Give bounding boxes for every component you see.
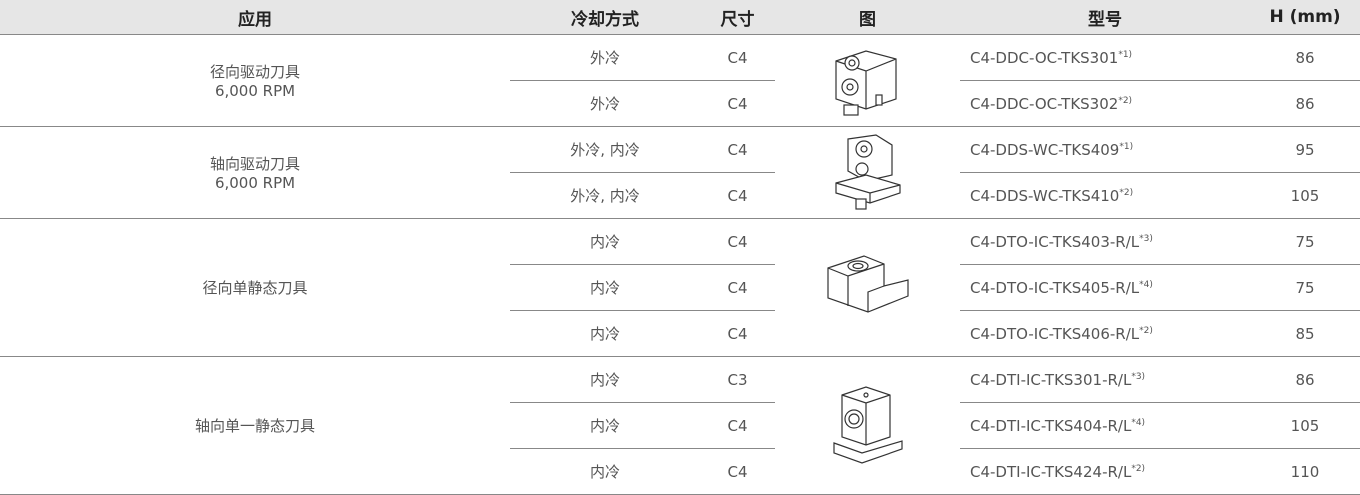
tool-image	[834, 49, 897, 116]
application-text: 径向驱动刀具	[209, 63, 300, 81]
model-note: *1)	[1118, 49, 1133, 60]
application-cell: 轴向驱动刀具 6,000 RPM	[0, 126, 510, 219]
header-row: 应用 冷却方式 尺寸图型号 H (mm)	[0, 0, 1360, 35]
height-cell: 86	[1250, 34, 1360, 81]
table-body: 径向驱动刀具 6,000 RPM 外冷 C4 C4-DDC-OC-TKS301*1) 8…	[0, 34, 1360, 495]
cooling-cell: 外冷, 内冷	[510, 172, 700, 219]
cooling-cell: 内冷	[510, 310, 700, 357]
size-cell: C4	[700, 80, 775, 127]
image-cell	[775, 356, 960, 495]
model-cell: C4-DTI-IC-TKS404-R/L*4)	[960, 402, 1250, 449]
size-cell: C4	[700, 218, 775, 265]
tool-image	[826, 254, 909, 313]
table-row: 轴向单一静态刀具 内冷 C3 C4-DTI-IC-TKS301-R/L*3) 86	[0, 356, 1360, 495]
model-cell: C4-DTO-IC-TKS406-R/L*2)	[960, 310, 1250, 357]
model-text: C4-DTO-IC-TKS406-R/L	[970, 324, 1140, 343]
cooling-cell: 外冷	[510, 80, 700, 127]
application-text: 6,000 RPM	[214, 82, 296, 100]
model-note: *2)	[1131, 463, 1146, 474]
application-text: 轴向单一静态刀具	[194, 417, 315, 435]
model-cell: C4-DDC-OC-TKS301*1)	[960, 34, 1250, 81]
size-cell: C4	[700, 172, 775, 219]
height-cell: 110	[1250, 448, 1360, 495]
column-header: 尺寸	[700, 0, 775, 35]
model-cell: C4-DTI-IC-TKS301-R/L*3)	[960, 356, 1250, 403]
model-note: *2)	[1139, 325, 1153, 336]
cooling-cell: 内冷	[510, 218, 700, 265]
model-note: *4)	[1139, 279, 1153, 290]
application-text: 6,000 RPM	[214, 174, 296, 192]
table-row: 内冷 C4 C4-DTI-IC-TKS404-R/L*4) 105	[0, 402, 1360, 449]
cooling-cell: 内冷	[510, 264, 700, 311]
model-text: C4-DDS-WC-TKS410	[970, 186, 1120, 205]
table-row: 径向单静态刀具 内冷 C4 C4-DTO-IC-TKS403-R/L*3) 75	[0, 218, 1360, 357]
table-row: 内冷 C4 C4-DTI-IC-TKS424-R/L*2) 110	[0, 448, 1360, 495]
size-cell: C4	[700, 402, 775, 449]
height-cell: 105	[1250, 172, 1360, 219]
model-note: *1)	[1119, 141, 1134, 152]
cooling-cell: 内冷	[510, 402, 700, 449]
column-header: 型号	[960, 0, 1250, 35]
model-text: C4-DDC-OC-TKS302	[970, 94, 1119, 113]
application-cell: 轴向单一静态刀具	[0, 356, 510, 495]
size-cell: C4	[700, 264, 775, 311]
cooling-cell: 内冷	[510, 448, 700, 495]
application-text: 径向单静态刀具	[202, 279, 308, 297]
size-cell: C4	[700, 126, 775, 173]
tool-image	[832, 385, 903, 464]
height-cell: 75	[1250, 218, 1360, 265]
height-cell: 105	[1250, 402, 1360, 449]
image-cell	[775, 126, 960, 219]
model-cell: C4-DTO-IC-TKS405-R/L*4)	[960, 264, 1250, 311]
cooling-cell: 外冷	[510, 34, 700, 81]
image-cell	[775, 34, 960, 127]
model-cell: C4-DDC-OC-TKS302*2)	[960, 80, 1250, 127]
height-cell: 86	[1250, 356, 1360, 403]
height-cell: 85	[1250, 310, 1360, 357]
column-header: 图	[775, 0, 960, 35]
size-cell: C4	[700, 34, 775, 81]
model-text: C4-DTI-IC-TKS404-R/L	[970, 416, 1132, 435]
size-cell: C4	[700, 310, 775, 357]
model-cell: C4-DDS-WC-TKS410*2)	[960, 172, 1250, 219]
table-row: 外冷 C4 C4-DDC-OC-TKS302*2) 86	[0, 80, 1360, 127]
application-text: 轴向驱动刀具	[209, 155, 300, 173]
size-cell: C3	[700, 356, 775, 403]
table-row: 内冷 C4 C4-DTO-IC-TKS405-R/L*4) 75	[0, 264, 1360, 311]
height-cell: 86	[1250, 80, 1360, 127]
application-cell: 径向单静态刀具	[0, 218, 510, 357]
column-header: 应用	[0, 0, 510, 35]
cooling-cell: 内冷	[510, 356, 700, 403]
column-header: 冷却方式	[510, 0, 700, 35]
model-cell: C4-DTO-IC-TKS403-R/L*3)	[960, 218, 1250, 265]
model-note: *2)	[1119, 187, 1134, 198]
model-text: C4-DTO-IC-TKS403-R/L	[970, 232, 1140, 251]
table-row: 轴向驱动刀具 6,000 RPM 外冷, 内冷 C4 C4-DDS-WC-TKS409…	[0, 126, 1360, 219]
model-text: C4-DTI-IC-TKS424-R/L	[970, 462, 1132, 481]
height-cell: 75	[1250, 264, 1360, 311]
model-cell: C4-DDS-WC-TKS409*1)	[960, 126, 1250, 173]
table-row: 外冷, 内冷 C4 C4-DDS-WC-TKS410*2) 105	[0, 172, 1360, 219]
model-note: *3)	[1139, 233, 1153, 244]
model-text: C4-DDS-WC-TKS409	[970, 140, 1120, 159]
column-header: H (mm)	[1250, 0, 1360, 35]
model-text: C4-DTO-IC-TKS405-R/L	[970, 278, 1140, 297]
model-cell: C4-DTI-IC-TKS424-R/L*2)	[960, 448, 1250, 495]
model-note: *3)	[1131, 371, 1146, 382]
application-cell: 径向驱动刀具 6,000 RPM	[0, 34, 510, 127]
tool-image	[834, 133, 901, 210]
table-row: 内冷 C4 C4-DTO-IC-TKS406-R/L*2) 85	[0, 310, 1360, 357]
model-text: C4-DTI-IC-TKS301-R/L	[970, 370, 1132, 389]
height-cell: 95	[1250, 126, 1360, 173]
table-row: 径向驱动刀具 6,000 RPM 外冷 C4 C4-DDC-OC-TKS301*1) 8…	[0, 34, 1360, 127]
model-note: *4)	[1131, 417, 1146, 428]
cooling-cell: 外冷, 内冷	[510, 126, 700, 173]
size-cell: C4	[700, 448, 775, 495]
model-text: C4-DDC-OC-TKS301	[970, 48, 1119, 67]
image-cell	[775, 218, 960, 357]
model-note: *2)	[1118, 95, 1133, 106]
